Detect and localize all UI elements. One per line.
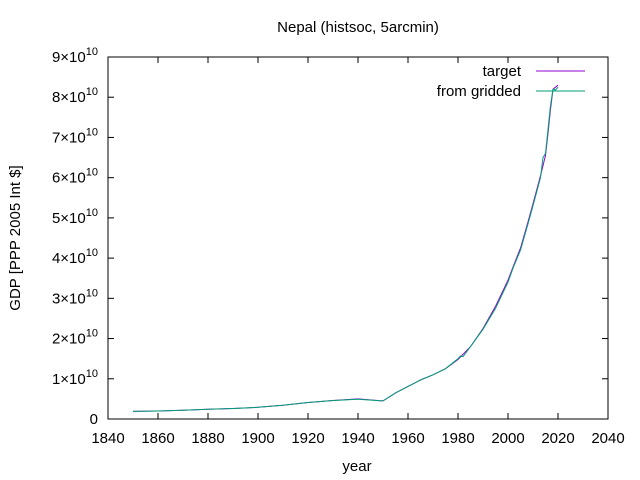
plot-frame	[107, 56, 609, 420]
legend-label: from gridded	[437, 83, 521, 100]
x-tick-label: 1880	[191, 430, 224, 447]
x-tick-label: 1900	[241, 430, 274, 447]
x-axis-label: year	[342, 458, 371, 475]
x-axis-ticks: 1840 1860 1880 1900 1920 1940 1960 1980 2000 2020…	[91, 57, 625, 447]
x-tick-label: 2020	[541, 430, 574, 447]
chart-title: Nepal (histsoc, 5arcmin)	[277, 19, 439, 36]
x-tick-label: 1860	[141, 430, 174, 447]
y-axis-label: GDP [PPP 2005 Int $]	[7, 165, 24, 310]
y-tick-label: 7×1010	[52, 126, 98, 146]
y-tick-label: 2×1010	[52, 328, 98, 348]
y-tick-label: 1×1010	[52, 368, 98, 388]
legend-label: target	[483, 63, 522, 80]
y-tick-label: 6×1010	[52, 167, 98, 187]
y-tick-label: 4×1010	[52, 247, 98, 267]
x-tick-label: 2000	[491, 430, 524, 447]
x-tick-label: 1840	[91, 430, 124, 447]
y-tick-label: 5×1010	[52, 207, 98, 227]
y-tick-label: 9×1010	[52, 46, 98, 66]
series-group	[132, 84, 559, 412]
series-line-2	[132, 86, 559, 412]
x-tick-label: 1960	[391, 430, 424, 447]
y-tick-label: 8×1010	[52, 86, 98, 106]
y-tick-label: 0	[90, 411, 98, 428]
x-tick-label: 1920	[291, 430, 324, 447]
x-tick-label: 1940	[341, 430, 374, 447]
legend: target from gridded	[437, 63, 585, 100]
y-axis-ticks: 0 1×1010 2×1010 3×1010 4×1010 5×1010 6×1010 7×1…	[52, 46, 608, 428]
y-tick-label: 3×1010	[52, 287, 98, 307]
x-tick-label: 1980	[441, 430, 474, 447]
x-tick-label: 2040	[591, 430, 624, 447]
series-line-1	[132, 84, 559, 412]
